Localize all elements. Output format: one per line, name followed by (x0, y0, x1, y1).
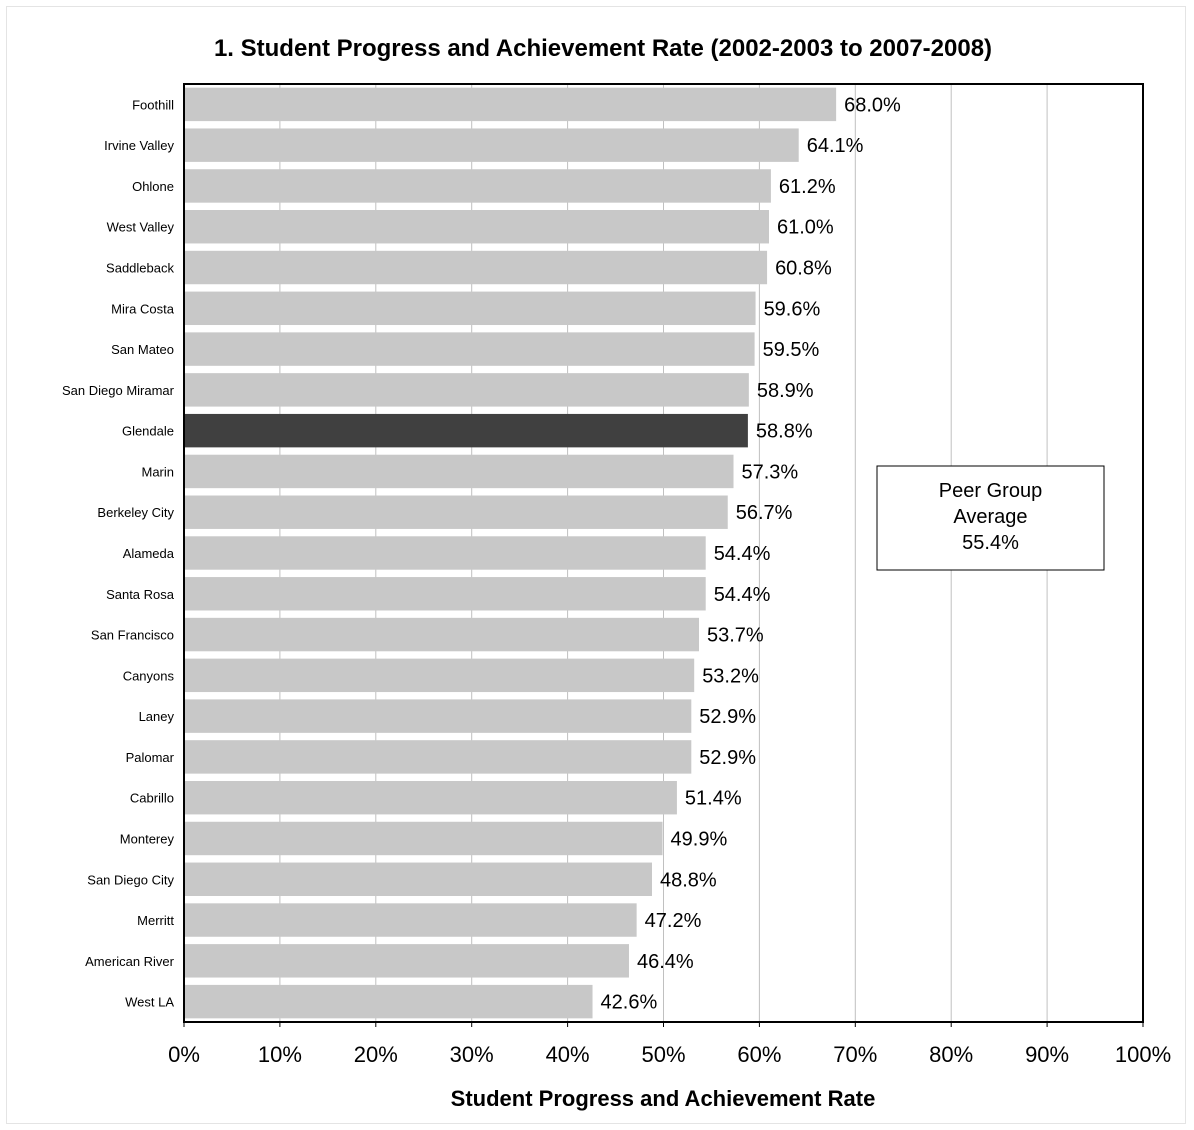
bar (184, 169, 771, 203)
bar (184, 862, 652, 896)
category-label: Berkeley City (97, 505, 174, 520)
category-label: Foothill (132, 97, 174, 112)
x-tick-label: 40% (546, 1042, 590, 1067)
data-label: 59.5% (763, 339, 820, 361)
data-label: 51.4% (685, 788, 742, 810)
bar (184, 454, 734, 489)
data-label: 54.4% (714, 543, 771, 565)
x-tick-label: 0% (168, 1042, 200, 1067)
category-label: Merritt (137, 913, 174, 928)
bar (184, 740, 692, 774)
category-label: Palomar (126, 750, 175, 765)
category-label: West LA (125, 995, 174, 1010)
x-tick-label: 30% (450, 1042, 494, 1067)
category-label: Laney (139, 709, 175, 724)
data-label: 54.4% (714, 584, 771, 606)
bar (184, 699, 692, 733)
bar (184, 577, 706, 611)
category-label: Monterey (120, 831, 175, 846)
data-label: 56.7% (736, 502, 793, 524)
data-label: 42.6% (601, 992, 658, 1014)
bar (184, 128, 799, 162)
category-label: San Diego City (87, 872, 174, 887)
data-label: 58.8% (756, 421, 813, 443)
category-label: Alameda (123, 546, 175, 561)
category-label: West Valley (107, 220, 175, 235)
annotation-box (876, 465, 1105, 571)
chart-frame (6, 6, 1186, 1124)
data-label: 52.9% (699, 747, 756, 769)
data-label: 57.3% (742, 461, 799, 483)
peer-group-average-box: Peer Group Average 55.4% (876, 465, 1105, 571)
x-tick-label: 60% (737, 1042, 781, 1067)
x-tick-label: 70% (833, 1042, 877, 1067)
x-axis-ticks: 0% 10% 20% 30% 40% 50% 60% 70% 80% 90% 100% (168, 1022, 1171, 1067)
bar (184, 87, 837, 122)
bar (184, 536, 706, 570)
bar (184, 903, 637, 937)
data-label: 68.0% (844, 94, 901, 116)
category-label: San Diego Miramar (62, 383, 175, 398)
bar (184, 780, 677, 815)
category-label: Cabrillo (130, 791, 174, 806)
data-label: 60.8% (775, 258, 832, 280)
bar (184, 944, 629, 978)
category-label: San Mateo (111, 342, 174, 357)
bar (184, 332, 755, 366)
bar (184, 291, 756, 326)
x-tick-label: 90% (1025, 1042, 1069, 1067)
data-label: 61.2% (779, 176, 836, 198)
annotation-line-3: 55.4% (962, 532, 1019, 554)
bar (184, 373, 749, 407)
category-label: Mira Costa (111, 301, 175, 316)
annotation-line-1: Peer Group (939, 480, 1042, 502)
x-tick-label: 50% (641, 1042, 685, 1067)
bar (184, 658, 695, 693)
data-label: 53.2% (702, 665, 759, 687)
x-tick-label: 80% (929, 1042, 973, 1067)
data-labels: 68.0% 64.1% 61.2% 61.0% 60.8% 59.6% 59.5% 58.9%… (601, 94, 902, 1013)
data-label: 48.8% (660, 869, 717, 891)
x-tick-label: 10% (258, 1042, 302, 1067)
data-label: 64.1% (807, 135, 864, 157)
category-label: Marin (141, 464, 174, 479)
data-label: 53.7% (707, 625, 764, 647)
category-labels: Foothill Irvine Valley Ohlone West Valley Sa… (62, 97, 175, 1009)
data-label: 49.9% (671, 828, 728, 850)
category-label: Santa Rosa (106, 587, 175, 602)
annotation-line-2: Average (953, 506, 1027, 528)
category-label: Irvine Valley (104, 138, 174, 153)
data-label: 52.9% (699, 706, 756, 728)
bar (184, 210, 769, 244)
bars (184, 87, 837, 1019)
data-label: 61.0% (777, 217, 834, 239)
bar (184, 413, 748, 448)
data-label: 59.6% (764, 298, 821, 320)
category-label: Canyons (123, 668, 175, 683)
bar (184, 617, 699, 652)
x-axis-title: Student Progress and Achievement Rate (451, 1086, 876, 1111)
bar (184, 250, 768, 285)
chart-title: 1. Student Progress and Achievement Rate… (214, 35, 992, 62)
data-label: 58.9% (757, 380, 814, 402)
category-label: Saddleback (106, 261, 174, 276)
category-label: Ohlone (132, 179, 174, 194)
category-label: San Francisco (91, 628, 174, 643)
category-label: Glendale (122, 424, 174, 439)
bar (184, 821, 663, 856)
bar (184, 984, 593, 1019)
data-label: 46.4% (637, 951, 694, 973)
data-label: 47.2% (645, 910, 702, 932)
bar (184, 495, 728, 529)
category-label: American River (85, 954, 175, 969)
x-tick-label: 100% (1115, 1042, 1171, 1067)
x-tick-label: 20% (354, 1042, 398, 1067)
